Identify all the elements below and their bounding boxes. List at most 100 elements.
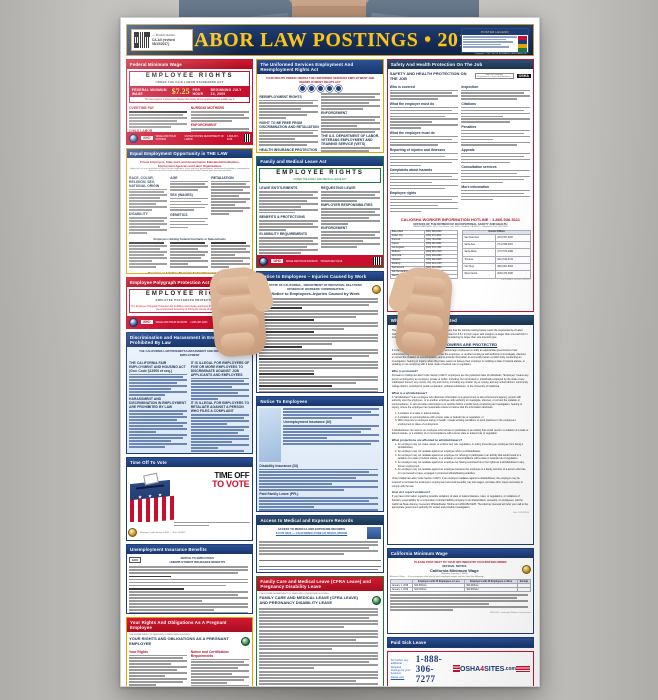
calosha-hotline-title: CAL/OSHA WORKER INFORMATION HOTLINE : 1-… xyxy=(400,216,521,222)
flag-bars-icon xyxy=(452,665,460,673)
subhead: SEX (WAGES) xyxy=(170,192,193,197)
wage-red-note: The law requires employers to display th… xyxy=(144,98,235,101)
whd-dept: UNITED STATES DEPARTMENT OF LABOR xyxy=(184,135,224,141)
panel-body: ACCESS TO MEDICAL AND EXPOSURE RECORDS 8… xyxy=(257,525,382,572)
poster-legend-swatches xyxy=(518,36,527,52)
eeo-col-3: RETALIATION xyxy=(211,174,250,235)
panel-body: THE DEPARTMENT OF FAIR EMPLOYMENT AND HO… xyxy=(127,632,252,686)
wb-q2: What is a whistleblower? xyxy=(391,390,428,395)
panel-notice-to-employees[interactable]: Notice To Employees Unemployment Insuran… xyxy=(256,396,384,512)
subhead: IT IS ILLEGAL FOR EMPLOYERS TO RETALIATE… xyxy=(190,401,250,414)
copyright-notice: Copyright © 2017 ELITE BUSINESS VENTURES… xyxy=(474,53,528,55)
panel-equal-employment-opportunity[interactable]: Equal Employment Opportunity is THE LAW … xyxy=(126,148,254,274)
dol-seal-icon xyxy=(129,133,138,143)
subhead: CHILD LABOR xyxy=(129,129,153,132)
panel-discrimination-harassment[interactable]: Discrimination and Harassment in Employm… xyxy=(126,332,254,454)
panel-heading: California Minimum Wage xyxy=(387,549,533,558)
panel-body: EMPLOYEE RIGHTS UNDER THE FAIR LABOR STA… xyxy=(127,69,252,132)
poster-legend-body xyxy=(462,35,528,53)
office-phone: (310) 516-3734 xyxy=(495,255,531,264)
preg-col-left: Your Rights Pregnancy Disability Leave R… xyxy=(129,648,189,686)
wb-q1: Who is protected? xyxy=(391,369,418,373)
panel-heading: Notice to Employees – Injuries Caused by… xyxy=(257,272,383,281)
panel-cfra-pregnancy-disability-leave[interactable]: Family Care and Medical Leave (CFRA Leav… xyxy=(256,576,384,686)
qr-code-icon xyxy=(243,134,251,142)
vote-headline-line1: TIME OFF xyxy=(214,471,250,480)
panel-body: CALIFORNIA DEPARTMENT OF FAIR EMPLOYMENT… xyxy=(257,591,382,686)
form-field-records-location[interactable] xyxy=(259,563,381,567)
panel-whistleblowers-are-protected[interactable]: Whistleblowers Are Protected The Divisio… xyxy=(386,315,534,545)
panel-body: Unemployment Insurance (UI) Disability I… xyxy=(257,406,383,511)
panel-notice-injuries-caused-by-work[interactable]: Notice to Employees – Injuries Caused by… xyxy=(256,271,384,393)
safety-text-columns: Who is covered What the employer must do… xyxy=(389,83,531,214)
panel-pregnant-employee-rights[interactable]: Your Rights And Obligations As A Pregnan… xyxy=(126,617,254,686)
wb-a2b: A whistleblower can also be an employee … xyxy=(391,428,529,436)
poster-content-grid: Federal Minimum Wage EMPLOYEE RIGHTS UND… xyxy=(126,59,534,686)
userra-text-columns: REEMPLOYMENT RIGHTS RIGHT TO BE FREE FRO… xyxy=(259,93,380,152)
subhead: EMPLOYER RESPONSIBILITIES xyxy=(321,203,373,208)
banner-title: EMPLOYEE RIGHTS xyxy=(260,169,380,177)
panel-heading: Employee Polygraph Protection Act xyxy=(127,278,253,287)
cmw-banner: PLEASE POST NEXT TO YOUR IWC INDUSTRY OC… xyxy=(414,560,507,564)
eeo-banner-line3: Applicants to and employees of most priv… xyxy=(130,168,250,172)
cfra-title-line2: AND PREGNANCY DISABILITY LEAVE xyxy=(259,600,333,605)
poster-legend-box: POSTER LEGEND xyxy=(461,28,529,53)
fmla-col-right: REQUESTING LEAVE EMPLOYER RESPONSIBILITI… xyxy=(321,185,381,255)
panel-access-medical-exposure-records[interactable]: Access to Medical and Exposure Records A… xyxy=(256,515,384,573)
preg-title: YOUR RIGHTS AND OBLIGATIONS AS A PREGNAN… xyxy=(129,636,229,646)
panel-family-and-medical-leave-act[interactable]: Family and Medical Leave Act EMPLOYEE RI… xyxy=(256,156,384,268)
panel-unemployment-insurance-benefits[interactable]: Unemployment Insurance Benefits EDD NOTI… xyxy=(126,544,254,614)
cfra-body xyxy=(259,608,380,686)
panel-heading: Unemployment Insurance Benefits xyxy=(127,545,253,554)
panel-federal-minimum-wage[interactable]: Federal Minimum Wage EMPLOYEE RIGHTS UND… xyxy=(126,59,254,145)
edd-logo: EDD xyxy=(129,557,142,563)
vote-headline: TIME OFF TO VOTE xyxy=(212,471,250,489)
safety-agency-line1: State of California xyxy=(485,74,503,76)
osha-logo: OSHA xyxy=(516,74,531,78)
brand-footer-bar[interactable]: For further, any additional Required Pos… xyxy=(386,651,534,686)
brand-phone-number[interactable]: 1-888-306-7277 xyxy=(415,654,443,684)
logo-number: 4 xyxy=(480,665,485,673)
state-seal-icon xyxy=(128,528,137,538)
osha4sites-logo[interactable]: OSHA 4 SITES .com xyxy=(452,665,530,673)
list-item: A violation of a state or federal statut… xyxy=(398,412,529,416)
notice-photo xyxy=(259,408,282,462)
panel-safety-and-health-protection[interactable]: Safety And Health Protection On The Job … xyxy=(386,59,534,312)
panel-heading: Access to Medical and Exposure Records xyxy=(257,516,383,525)
brand-note-line3[interactable]: please visit: xyxy=(390,675,405,679)
air-force-icon xyxy=(316,85,324,92)
flag-bars-icon xyxy=(515,666,530,672)
panel-body: EDD NOTICE TO EMPLOYEES UNEMPLOYMENT INS… xyxy=(127,554,252,613)
panel-paid-sick-leave[interactable]: Paid Sick Leave Labor Commissioner's Off… xyxy=(386,637,534,648)
subhead: What the employer must do xyxy=(389,101,435,106)
subhead: Your Rights xyxy=(129,649,148,654)
whd-logo: WHD xyxy=(271,259,283,263)
labor-law-poster[interactable]: rev. Product Number: CA-All (revised 08/… xyxy=(120,17,540,687)
eeo-contracts-col-2 xyxy=(170,242,209,269)
state-seal-icon xyxy=(371,285,381,294)
amer-title-line3: DIVISION OF OCCUPATIONAL SAFETY AND HEAL… xyxy=(284,535,339,537)
dfeh-seal-icon xyxy=(371,595,381,605)
panel-california-minimum-wage[interactable]: California Minimum Wage PLEASE POST NEXT… xyxy=(386,548,534,634)
cmw-official: OFFICIAL NOTICE xyxy=(442,564,467,568)
product-number-text: rev. Product Number: CA-All (revised 08/… xyxy=(152,34,190,46)
subhead: Citations xyxy=(461,101,476,106)
subhead: ENFORCEMENT xyxy=(321,111,348,116)
subhead: BENEFITS & PROTECTIONS xyxy=(259,214,305,219)
list-item: An employer may not retaliate against an… xyxy=(398,450,529,454)
subhead: Complaints about hazards xyxy=(389,167,433,172)
subhead: RETALIATION xyxy=(211,175,234,180)
subhead: Consultation services xyxy=(461,164,497,169)
iwc-seal-icon xyxy=(521,565,531,574)
form-field-records-custodian[interactable] xyxy=(259,557,381,561)
subhead: NURSING MOTHERS xyxy=(190,106,225,110)
wb-a4: If you have information regarding possib… xyxy=(391,495,529,510)
dwc-title-line3: Notice to Employees–Injuries Caused by W… xyxy=(271,291,360,296)
panel-userra[interactable]: The Uniformed Services Employment And Re… xyxy=(256,59,384,153)
panel-time-off-to-vote[interactable]: Time Off To Vote TIME OFF T xyxy=(126,457,254,541)
brand-note-line1: For further, any additional Required xyxy=(390,658,409,669)
table-row: Santa Rosa (707) 576-2388 xyxy=(462,248,531,257)
flag-stripes xyxy=(130,495,174,522)
cfra-title-line1: FAMILY CARE AND MEDICAL LEAVE (CFRA LEAV… xyxy=(259,595,358,600)
cmw-title: California Minimum Wage xyxy=(429,568,479,573)
